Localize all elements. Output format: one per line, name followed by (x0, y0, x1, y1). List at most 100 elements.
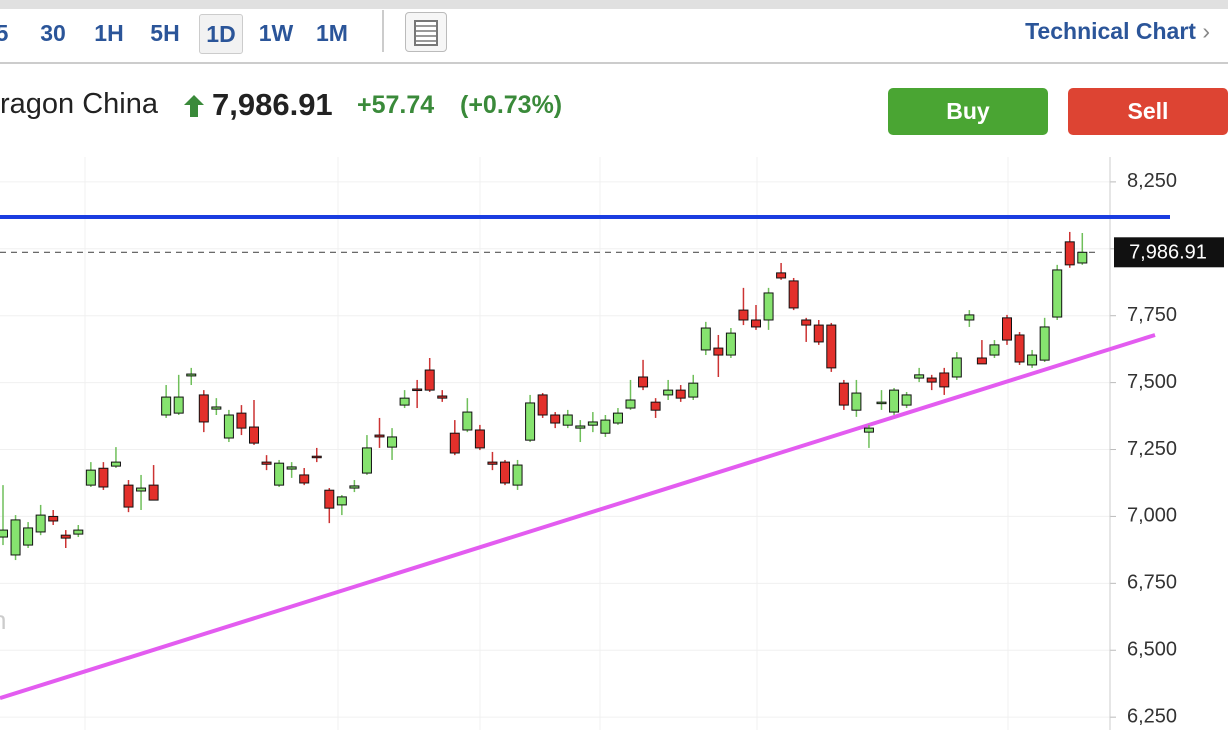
candle-body (650, 401, 661, 411)
candle-body (1052, 269, 1063, 318)
candle-body (776, 272, 787, 279)
candle-body (587, 421, 598, 426)
price: 7,986.91 (212, 87, 333, 122)
candle-body (525, 402, 536, 441)
candle-body (211, 406, 222, 410)
candle-body (500, 461, 510, 484)
candle-body (926, 377, 937, 383)
top-bar (0, 0, 1228, 9)
candle-body (299, 474, 310, 484)
candle-body (85, 469, 96, 486)
candle-body (700, 327, 711, 351)
candle-body (550, 414, 561, 424)
candle-body (374, 434, 385, 438)
candle-body (123, 484, 134, 508)
candle-body (136, 487, 147, 492)
buy-button[interactable]: Buy (888, 88, 1048, 135)
interval-tab[interactable]: 1W (258, 20, 294, 46)
candle-body (537, 394, 548, 416)
y-tick-label: 7,000 (1127, 505, 1177, 527)
link-text: Technical Chart (1025, 18, 1196, 44)
chevron: › (1202, 18, 1210, 44)
technical-chart-link[interactable]: Technical Chart › (1025, 18, 1210, 45)
candle-body (349, 485, 360, 489)
candle-body (274, 462, 285, 486)
change: +57.74 (357, 91, 435, 119)
candle-body (424, 369, 435, 391)
candle-body (110, 461, 121, 467)
layout-icon[interactable] (405, 12, 447, 52)
candle-body (901, 394, 912, 406)
candle-body (223, 414, 234, 439)
interval-tab[interactable]: 1H (94, 20, 124, 46)
candle-body (1039, 326, 1050, 361)
up-arrow (184, 95, 204, 117)
candle-body (474, 429, 485, 449)
candle-body (575, 425, 586, 429)
candle-body (688, 382, 699, 398)
candle-body (173, 396, 184, 414)
candle-body (387, 436, 398, 448)
candle-body (449, 432, 460, 454)
candle-body (35, 514, 46, 533)
candle-body (198, 394, 209, 423)
candle-body (751, 319, 761, 328)
change-pct: (+0.73%) (460, 91, 563, 119)
candle-body (838, 382, 849, 406)
candle-body (976, 357, 987, 365)
candle-body (663, 389, 674, 396)
candle-body (801, 319, 812, 326)
candle-body (487, 461, 498, 465)
candle-body (249, 426, 259, 444)
candle-body (788, 280, 799, 309)
y-tick-label: 8,250 (1127, 170, 1177, 192)
candle-body (286, 466, 297, 470)
candle-body (186, 373, 197, 377)
interval-tab[interactable]: 1D (199, 14, 243, 54)
candle-body (60, 534, 71, 539)
candle-body (851, 392, 862, 411)
candle-body (73, 529, 84, 535)
interval-tab[interactable]: 1M (316, 20, 348, 46)
y-tick-label: 7,250 (1127, 438, 1177, 460)
interval-tab[interactable]: 30 (40, 20, 66, 46)
candle-body (939, 372, 950, 388)
candle-body (1002, 317, 1012, 341)
candle-body (412, 388, 423, 392)
instrument-name: ragon China (0, 88, 158, 120)
candle-body (738, 309, 749, 321)
sell-button[interactable]: Sell (1068, 88, 1228, 135)
candle-body (713, 347, 724, 356)
candle-body (98, 467, 109, 488)
candle-body (675, 389, 686, 399)
candle-body (148, 484, 159, 501)
candle-body (236, 412, 247, 429)
candle-body (1014, 334, 1025, 363)
candle-body (889, 389, 900, 413)
candle-body (612, 412, 623, 424)
candle-body (48, 515, 59, 522)
candle-body (725, 332, 736, 356)
interval-tab[interactable]: 5H (150, 20, 180, 46)
interval-tab[interactable]: 5 (0, 20, 9, 46)
candle-body (914, 374, 925, 379)
candle-body (399, 397, 410, 406)
candle-body (23, 527, 34, 546)
candle-body (1064, 241, 1075, 266)
y-tick-label: 6,750 (1127, 572, 1177, 594)
candle-body (625, 399, 636, 409)
candle-body (311, 455, 322, 459)
candle-body (1077, 251, 1088, 264)
candle-body (437, 395, 448, 399)
candle-body (161, 396, 172, 416)
y-tick-label: 7,750 (1127, 304, 1177, 326)
candle-body (638, 376, 649, 388)
candle-body (324, 489, 335, 509)
candle-body (336, 496, 347, 506)
candle-body (600, 419, 611, 434)
candle-body (462, 411, 473, 431)
y-tick-label: 7,500 (1127, 371, 1177, 393)
candle-body (989, 344, 1000, 356)
